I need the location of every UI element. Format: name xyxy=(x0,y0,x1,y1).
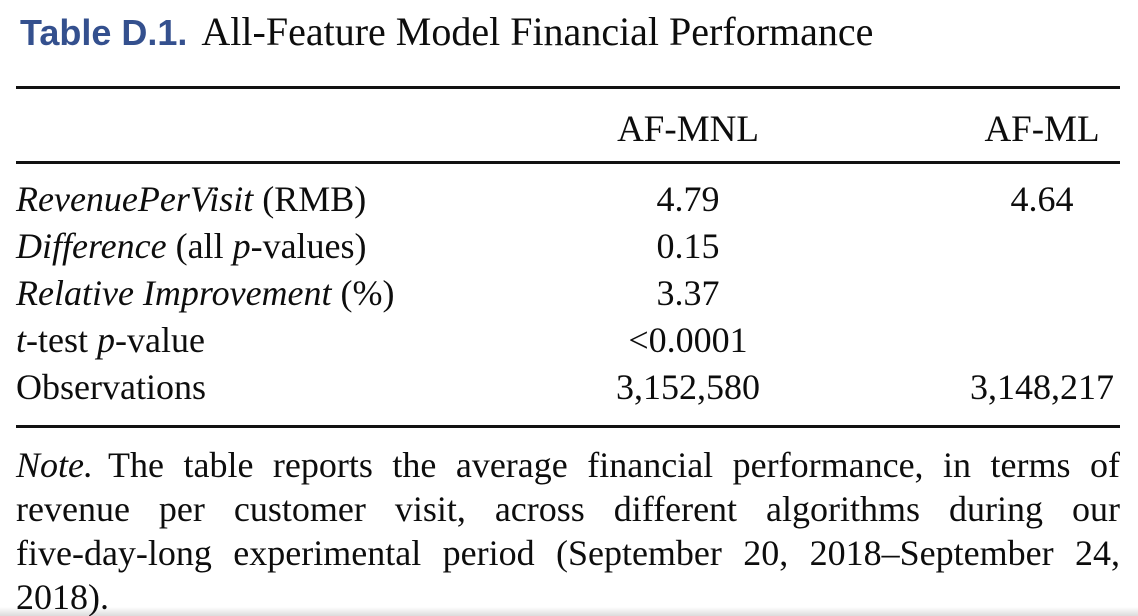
financial-performance-table: AF-MNL AF-ML RevenuePerVisit (RMB) 4.79 … xyxy=(16,86,1120,428)
cell-af-mnl: 4.79 xyxy=(656,179,720,219)
table-header-row: AF-MNL AF-ML xyxy=(16,87,1120,164)
cell-af-ml: 4.64 xyxy=(1010,179,1074,219)
note-line: 2018). xyxy=(16,577,109,616)
note-label: Note. xyxy=(16,445,93,485)
cell-af-ml xyxy=(964,317,1120,364)
row-label: RevenuePerVisit (RMB) xyxy=(16,179,367,219)
table-body: RevenuePerVisit (RMB) 4.79 4.64 Differen… xyxy=(16,163,1120,427)
table-row: t-test p-value <0.0001 xyxy=(16,317,1120,364)
row-label: t-test p-value xyxy=(16,320,205,360)
column-header-af-ml: AF-ML xyxy=(964,87,1120,164)
cell-af-mnl: <0.0001 xyxy=(628,320,748,360)
row-label: Observations xyxy=(16,367,206,407)
column-header-af-mnl: AF-MNL xyxy=(412,87,964,164)
row-label: Relative Improvement (%) xyxy=(16,273,395,313)
table-caption: Table D.1. All-Feature Model Financial Pe… xyxy=(20,8,1120,65)
row-label: Difference (all p-values) xyxy=(16,226,367,266)
cell-af-mnl: 3.37 xyxy=(656,273,720,313)
note-line: Note. The table reports the average finan… xyxy=(16,445,1120,485)
cell-af-ml: 3,148,217 xyxy=(970,367,1114,407)
table-note: Note. The table reports the average finan… xyxy=(16,443,1120,616)
column-header-blank xyxy=(16,87,412,164)
table-caption-label: Table D.1. xyxy=(20,12,188,53)
cell-af-mnl: 3,152,580 xyxy=(616,367,760,407)
table-caption-title: All-Feature Model Financial Performance xyxy=(201,9,874,54)
table-row: Relative Improvement (%) 3.37 xyxy=(16,270,1120,317)
cell-af-mnl: 0.15 xyxy=(656,226,720,266)
table-row: Observations 3,152,580 3,148,217 xyxy=(16,364,1120,427)
note-line: five-day-long experimental period (Septe… xyxy=(16,533,1120,573)
cell-af-ml xyxy=(964,223,1120,270)
cell-af-ml xyxy=(964,270,1120,317)
table-row: RevenuePerVisit (RMB) 4.79 4.64 xyxy=(16,163,1120,224)
table-row: Difference (all p-values) 0.15 xyxy=(16,223,1120,270)
note-line: revenue per customer visit, across diffe… xyxy=(16,489,1120,529)
